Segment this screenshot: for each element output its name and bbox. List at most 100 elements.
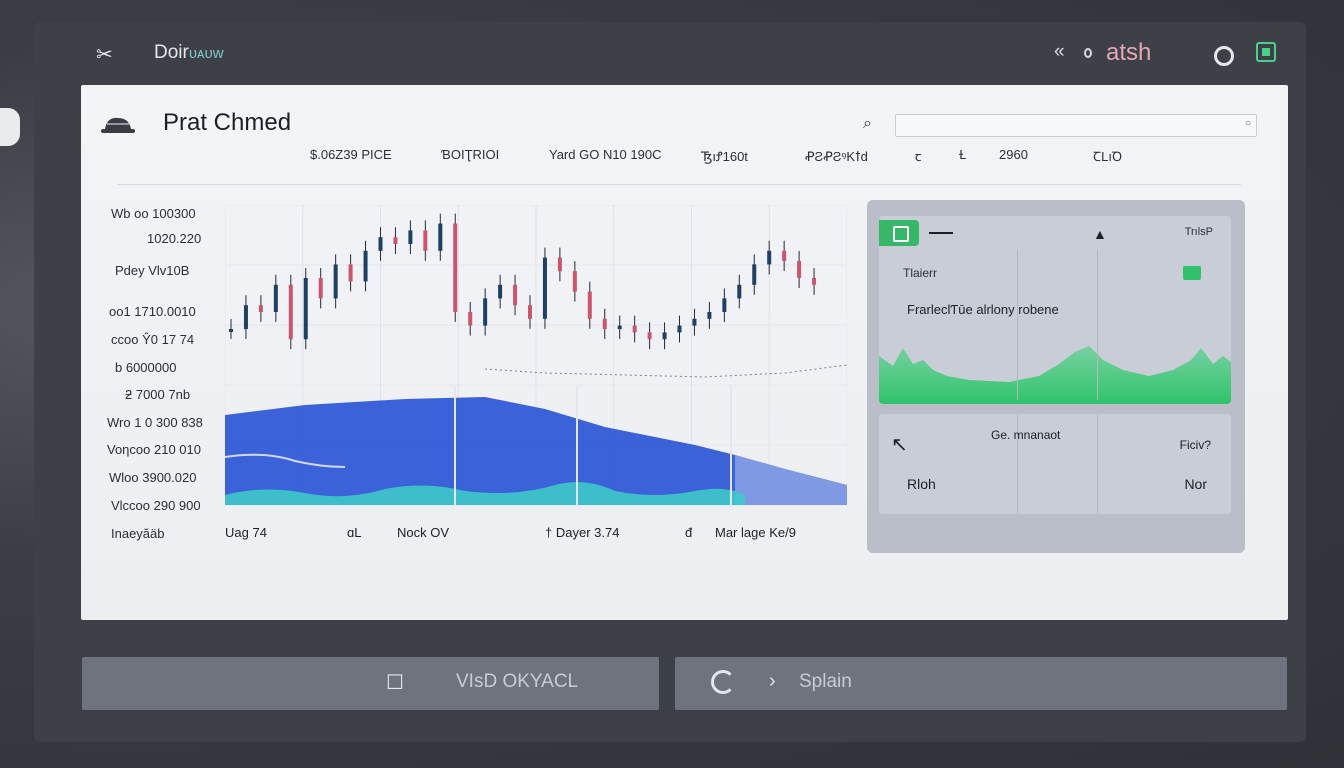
candle (782, 250, 787, 261)
search-icon[interactable]: ⌕ (863, 115, 872, 132)
stat-item: ꝒƧꝒƧꝰKꝉd (805, 149, 868, 164)
candle (303, 278, 308, 340)
candle (812, 278, 817, 285)
chart-icon[interactable] (1183, 266, 1201, 280)
top-bar: ✂ Doirᴜᴀᴜᴡ « atsh (34, 22, 1306, 84)
right-action-label: Splain (799, 671, 852, 692)
candle (423, 230, 428, 251)
back-icon[interactable]: « (1054, 41, 1065, 62)
area-fade (735, 455, 847, 505)
candle (513, 284, 518, 306)
detail-card[interactable]: ↖ Ge. mnanaot Ficiv? Rloh Nor (879, 414, 1231, 514)
y-tick-label: Pdey Vlv10B (115, 263, 190, 278)
candle (767, 250, 772, 265)
cursor-icon: ↖ (891, 434, 908, 456)
left-action-button[interactable]: ☐ VIsD OKYACL (82, 657, 659, 710)
candle (229, 329, 233, 332)
stats-row: $.06Z39 PICE ƁOIƮRIOI Yard GO N10 190C Ꜩ… (81, 145, 1288, 167)
card-top-label: TrılsP (1184, 226, 1213, 238)
grid-line (1097, 414, 1098, 514)
y-tick-label: b 6000000 (115, 360, 177, 375)
candle (647, 332, 652, 340)
copy-icon[interactable] (879, 220, 919, 246)
y-tick-label: Inaeyăäb (111, 526, 165, 541)
candle (737, 284, 742, 299)
user-name[interactable]: atsh (1106, 39, 1152, 66)
dash-icon (929, 232, 953, 234)
candle (632, 325, 637, 333)
candle (617, 325, 622, 329)
candle (318, 278, 323, 299)
app-title-text: Doir (154, 42, 189, 63)
candle (557, 257, 562, 272)
stat-item: 2960 (999, 147, 1028, 162)
stat-item: Ɫ (959, 147, 967, 162)
stat-item: ƁOIƮRIOI (441, 147, 500, 162)
candle (797, 261, 802, 278)
y-tick-label: oo1 1710.0010 (109, 304, 196, 319)
grid-line (1017, 250, 1018, 400)
x-tick-label: đ (685, 525, 693, 540)
y-tick-label: ccoo Ŷ0 17 74 (111, 332, 195, 347)
right-action-button[interactable]: › Splain (675, 657, 1287, 710)
candle (528, 305, 532, 319)
scissors-icon[interactable]: ✂ (96, 44, 113, 66)
candle (348, 264, 353, 282)
stat-item: Yard GO N10 190C (549, 147, 662, 162)
candle (662, 332, 667, 340)
x-tick-label: Uag 74 (225, 525, 267, 540)
card-value: Rloh (907, 476, 936, 492)
y-tick-label: Wb oo 100300 (111, 206, 196, 221)
summary-card[interactable]: ▲ TrılsP Tlaierr FrarleclƬūe alrlony rob… (879, 216, 1231, 404)
main-panel: Prat Chmed ⌕ ○ $.06Z39 PICE ƁOIƮRIOI Yar… (81, 85, 1288, 620)
candle (378, 237, 383, 251)
refresh-icon (711, 670, 735, 694)
side-handle[interactable] (0, 108, 20, 146)
candle (572, 271, 577, 292)
candle (393, 237, 398, 244)
search-input[interactable] (895, 114, 1257, 137)
area-series (225, 397, 847, 505)
candle (408, 230, 413, 244)
y-tick-label: 1020.220 (147, 231, 202, 246)
page-title: Prat Chmed (163, 109, 292, 136)
x-tick-label: ɑL (347, 525, 362, 540)
candle (602, 318, 607, 329)
side-cards: ▲ TrılsP Tlaierr FrarleclƬūe alrlony rob… (867, 200, 1245, 553)
candle (542, 257, 547, 319)
y-tick-label: Voƞcoo 210 010 (107, 442, 201, 457)
candle (587, 291, 592, 319)
square-icon[interactable] (1256, 42, 1276, 62)
circle-icon[interactable] (1214, 46, 1234, 66)
candle (453, 223, 458, 312)
price-chart[interactable] (225, 205, 847, 545)
candle (258, 305, 263, 312)
card-label: Tlaierr (903, 266, 938, 280)
app-title: Doirᴜᴀᴜᴡ (154, 42, 224, 64)
clear-icon[interactable]: ○ (1245, 118, 1252, 129)
y-tick-label: Vlccoo 290 900 (111, 498, 201, 513)
candle (273, 284, 278, 312)
overlay-line (225, 453, 346, 468)
hat-icon (101, 117, 135, 133)
candle (468, 312, 473, 326)
card-value: Nor (1184, 476, 1207, 492)
candle (692, 318, 697, 326)
grid-line (1097, 250, 1098, 400)
left-action-label: VIsD OKYACL (456, 671, 579, 692)
x-tick-label: † Dayer 3.74 (545, 525, 620, 540)
stat-item: ꞇ (915, 149, 922, 164)
candle (288, 284, 293, 340)
teal-series (225, 482, 745, 505)
circle-dot-icon[interactable] (1084, 48, 1092, 58)
card-label: Ficiv? (1179, 438, 1211, 452)
candle (438, 223, 443, 251)
x-tick-label: Mar lage Ke/9 (715, 525, 796, 540)
candle (677, 325, 682, 333)
candle (483, 298, 488, 326)
candle (333, 264, 338, 299)
card-description: FrarleclƬūe alrlony robene (907, 302, 1059, 317)
folder-icon: ☐ (386, 672, 404, 694)
candle (498, 284, 503, 299)
arrow-icon[interactable]: ▲ (1093, 226, 1107, 242)
